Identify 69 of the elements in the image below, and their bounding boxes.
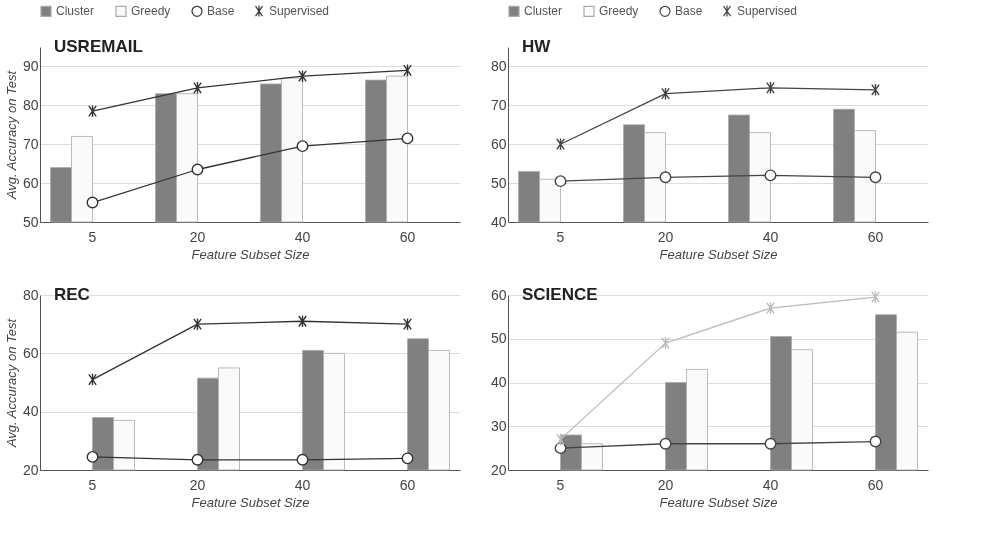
y-tick-label: 50: [22, 213, 39, 230]
legend-label: Cluster: [524, 4, 563, 19]
legend-label: Cluster: [56, 4, 95, 19]
x-axis-title: Feature Subset Size: [659, 494, 778, 510]
point: [554, 442, 567, 455]
y-tick-label: 60: [22, 174, 39, 191]
x-axis-title: Feature Subset Size: [659, 246, 778, 262]
y-tick-label: 80: [22, 96, 39, 113]
point: [86, 196, 99, 209]
y-tick-label: 30: [490, 417, 507, 434]
point: [86, 450, 99, 463]
x-tick-label: 60: [867, 228, 884, 245]
legend-label: Base: [675, 4, 703, 19]
point: [554, 175, 567, 188]
y-tick-label: 40: [490, 374, 507, 390]
y-tick-label: 90: [22, 57, 39, 74]
chart-title: USREMAIL: [54, 37, 143, 56]
x-tick-label: 40: [762, 228, 779, 245]
chart-title: REC: [54, 285, 90, 304]
x-tick-label: 20: [189, 476, 206, 493]
chart-title: SCIENCE: [522, 285, 598, 304]
x-axis-title: Feature Subset Size: [191, 246, 310, 262]
point: [659, 171, 672, 184]
y-tick-label: 80: [490, 57, 507, 74]
x-tick-label: 60: [399, 476, 416, 493]
x-tick-label: 5: [556, 476, 565, 493]
y-tick-label: 20: [22, 461, 39, 478]
point: [659, 437, 672, 450]
x-tick-label: 60: [399, 228, 416, 245]
x-axis-title: Feature Subset Size: [191, 494, 310, 510]
point: [764, 169, 777, 182]
y-tick-label: 20: [490, 461, 507, 478]
y-tick-label: 60: [22, 344, 39, 361]
y-tick-label: 60: [490, 135, 507, 152]
y-axis-title: Avg. Accuracy on Test: [3, 69, 19, 201]
x-tick-label: 5: [88, 476, 97, 493]
y-tick-label: 50: [490, 330, 507, 347]
point: [191, 163, 204, 176]
legend-label: Greedy: [131, 4, 171, 19]
y-tick-label: 60: [490, 286, 507, 303]
x-tick-label: 40: [762, 476, 779, 493]
x-tick-label: 5: [556, 228, 565, 245]
y-tick-label: 80: [22, 286, 39, 303]
point: [401, 132, 414, 145]
point: [296, 453, 309, 466]
x-tick-label: 5: [88, 228, 97, 245]
legend-label: Base: [207, 4, 235, 19]
legend-label: Supervised: [737, 4, 798, 19]
point: [191, 453, 204, 466]
chart-title: HW: [522, 37, 552, 56]
point: [869, 171, 882, 184]
x-tick-label: 40: [294, 228, 311, 245]
legend-label: Supervised: [269, 4, 330, 19]
point: [296, 140, 309, 153]
point: [401, 452, 414, 465]
y-axis-title: Avg. Accuracy on Test: [3, 317, 19, 449]
x-tick-label: 20: [657, 476, 674, 493]
x-tick-label: 20: [189, 228, 206, 245]
y-tick-label: 70: [22, 135, 39, 152]
x-tick-label: 40: [294, 476, 311, 493]
point: [764, 437, 777, 450]
point: [869, 435, 882, 448]
y-tick-label: 40: [22, 403, 39, 420]
y-tick-label: 50: [490, 174, 507, 191]
x-tick-label: 60: [867, 476, 884, 493]
y-tick-label: 40: [490, 213, 507, 230]
legend-label: Greedy: [599, 4, 639, 19]
y-tick-label: 70: [490, 96, 507, 113]
x-tick-label: 20: [657, 228, 674, 245]
